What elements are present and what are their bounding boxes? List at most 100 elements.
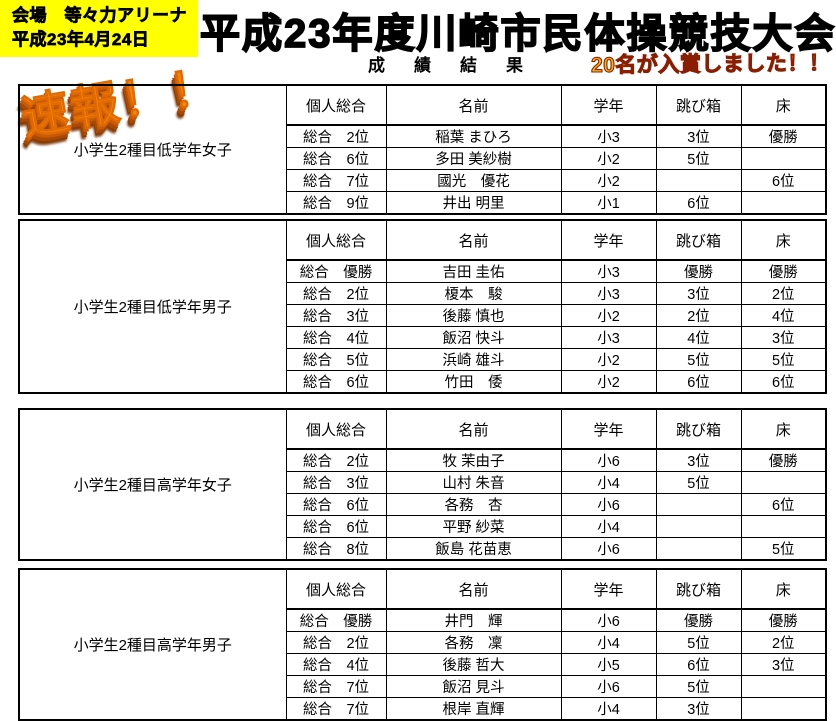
cell-grade: 小6 — [560, 675, 657, 698]
cell-name: 後藤 哲大 — [385, 653, 562, 676]
cell-floor: 6位 — [740, 493, 827, 516]
cell-vault — [655, 493, 742, 516]
table-header-row: 小学生2種目高学年女子 個人総合 名前 学年 跳び箱床 — [18, 408, 827, 561]
cell-overall: 総合 6位 — [285, 147, 387, 170]
cell-name: 後藤 慎也 — [385, 304, 562, 327]
cell-vault: 6位 — [655, 191, 742, 215]
cell-grade: 小6 — [560, 448, 657, 472]
cell-floor — [740, 471, 827, 494]
column-header-overall: 個人総合 — [285, 408, 387, 450]
column-header-floor: 床 — [740, 84, 827, 126]
column-header-grade: 学年 — [560, 568, 657, 610]
venue-label: 会場 等々力アリーナ — [12, 6, 187, 26]
cell-overall: 総合 優勝 — [285, 608, 387, 632]
cell-grade: 小4 — [560, 631, 657, 654]
cell-name: 飯沼 快斗 — [385, 326, 562, 349]
cell-vault: 5位 — [655, 471, 742, 494]
cell-vault: 4位 — [655, 326, 742, 349]
cell-overall: 総合 2位 — [285, 282, 387, 305]
table-row: 総合 9位 井出 明里 小1 6位 — [19, 191, 827, 215]
column-header-name: 名前 — [385, 408, 562, 450]
cell-name: 飯沼 見斗 — [385, 675, 562, 698]
cell-grade: 小2 — [560, 147, 657, 170]
cell-name: 平野 紗菜 — [385, 515, 562, 538]
cell-grade: 小3 — [560, 124, 657, 148]
cell-floor: 優勝 — [740, 124, 827, 148]
cell-grade: 小3 — [560, 326, 657, 349]
cell-name: 各務 凜 — [385, 631, 562, 654]
cell-floor: 6位 — [740, 169, 827, 192]
category-label: 小学生2種目低学年男子 — [18, 219, 287, 394]
cell-overall: 総合 7位 — [285, 169, 387, 192]
cell-floor: 4位 — [740, 304, 827, 327]
cell-grade: 小5 — [560, 653, 657, 676]
cell-floor: 5位 — [740, 348, 827, 371]
cell-floor — [740, 675, 827, 698]
cell-grade: 小2 — [560, 348, 657, 371]
column-header-vault: 跳び箱 — [655, 84, 742, 126]
cell-vault — [655, 537, 742, 561]
table-row: 総合 7位 飯沼 見斗 小6 5位 — [19, 675, 827, 698]
table-row: 総合 2位牧 茉由子 小6 3位 優勝 — [19, 448, 827, 472]
cell-vault: 3位 — [655, 124, 742, 148]
cell-name: 井門 輝 — [385, 608, 562, 632]
column-header-overall: 個人総合 — [285, 568, 387, 610]
cell-floor — [740, 697, 827, 721]
cell-vault: 5位 — [655, 348, 742, 371]
cell-vault: 3位 — [655, 697, 742, 721]
venue-block: 会場 等々力アリーナ 平成23年4月24日 — [0, 0, 198, 57]
cell-name: 榎本 駿 — [385, 282, 562, 305]
cell-overall: 総合 2位 — [285, 124, 387, 148]
cell-name: 牧 茉由子 — [385, 448, 562, 472]
category-label: 小学生2種目高学年男子 — [18, 568, 287, 721]
column-header-vault: 跳び箱 — [655, 219, 742, 261]
cell-floor — [740, 515, 827, 538]
cell-floor: 3位 — [740, 653, 827, 676]
cell-vault: 優勝 — [655, 608, 742, 632]
cell-grade: 小2 — [560, 304, 657, 327]
cell-overall: 総合 2位 — [285, 448, 387, 472]
cell-overall: 総合 4位 — [285, 326, 387, 349]
column-header-floor: 床 — [740, 568, 827, 610]
column-header-vault: 跳び箱 — [655, 568, 742, 610]
table-header-row: 小学生2種目低学年男子 個人総合 名前 学年 跳び箱床 — [18, 219, 827, 394]
cell-name: 稲葉 まひろ — [385, 124, 562, 148]
cell-vault — [655, 169, 742, 192]
prize-announcement: 20名が入賞しました！！ — [590, 51, 831, 78]
table-row: 総合 3位 山村 朱音 小4 5位 — [19, 471, 827, 494]
page-title: 平成23年度川崎市民体操競技大会 — [199, 11, 836, 57]
cell-overall: 総合 4位 — [285, 653, 387, 676]
cell-floor — [740, 147, 827, 170]
cell-overall: 総合 7位 — [285, 675, 387, 698]
cell-overall: 総合 3位 — [285, 471, 387, 494]
cell-grade: 小2 — [560, 169, 657, 192]
cell-overall: 総合 6位 — [285, 370, 387, 394]
cell-name: 吉田 圭佑 — [385, 259, 562, 283]
table-row: 総合 8位 飯島 花苗恵 小6 5位 — [19, 537, 827, 561]
cell-overall: 総合 2位 — [285, 631, 387, 654]
column-header-overall: 個人総合 — [285, 84, 387, 126]
table-row: 総合 2位 各務 凜小4 5位 2位 — [19, 631, 827, 654]
cell-grade: 小6 — [560, 493, 657, 516]
column-header-name: 名前 — [385, 84, 562, 126]
cell-grade: 小4 — [560, 697, 657, 721]
cell-vault: 3位 — [655, 448, 742, 472]
cell-grade: 小6 — [560, 537, 657, 561]
cell-name: 國光 優花 — [385, 169, 562, 192]
cell-name: 飯島 花苗恵 — [385, 537, 562, 561]
cell-grade: 小1 — [560, 191, 657, 215]
column-header-floor: 床 — [740, 219, 827, 261]
cell-vault: 6位 — [655, 653, 742, 676]
column-header-floor: 床 — [740, 408, 827, 450]
table-row: 総合 6位 竹田 倭小2 6位 6位 — [19, 370, 827, 394]
cell-grade: 小3 — [560, 259, 657, 283]
cell-floor: 6位 — [740, 370, 827, 394]
cell-grade: 小3 — [560, 282, 657, 305]
table-row: 総合 優勝 吉田 圭佑 小3 優勝 優勝 — [19, 259, 827, 283]
results-subtitle: 成 績 結 果 — [368, 56, 529, 75]
table-row: 総合 6位 多田 美紗樹 小2 5位 — [19, 147, 827, 170]
cell-floor: 優勝 — [740, 608, 827, 632]
table-header-row: 小学生2種目低学年女子 個人総合 名前 学年 跳び箱床 — [18, 84, 827, 215]
cell-overall: 総合 優勝 — [285, 259, 387, 283]
results-table-upper-grade-boys: 小学生2種目高学年男子 個人総合 名前 学年 跳び箱床総合 優勝 井門 輝小6 優勝 優勝 総合… — [18, 568, 827, 721]
